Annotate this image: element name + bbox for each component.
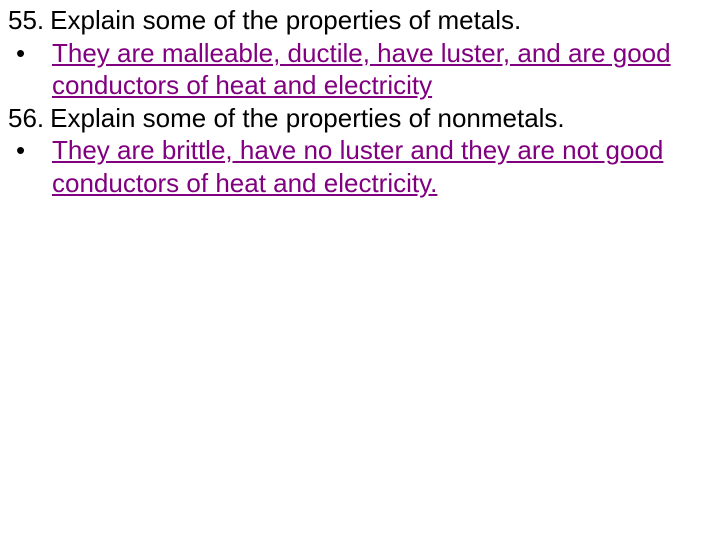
question-text: Explain some of the properties of metals… [50,4,712,37]
answer-text: They are malleable, ductile, have luster… [52,37,712,102]
slide: 55. Explain some of the properties of me… [0,0,720,540]
question-56: 56. Explain some of the properties of no… [8,102,712,135]
question-text: Explain some of the properties of nonmet… [50,102,712,135]
bullet-icon: • [8,134,52,167]
question-number: 56. [8,102,44,135]
answer-56: • They are brittle, have no luster and t… [8,134,712,199]
bullet-icon: • [8,37,52,70]
answer-55: • They are malleable, ductile, have lust… [8,37,712,102]
answer-text: They are brittle, have no luster and the… [52,134,712,199]
question-number: 55. [8,4,44,37]
question-55: 55. Explain some of the properties of me… [8,4,712,37]
